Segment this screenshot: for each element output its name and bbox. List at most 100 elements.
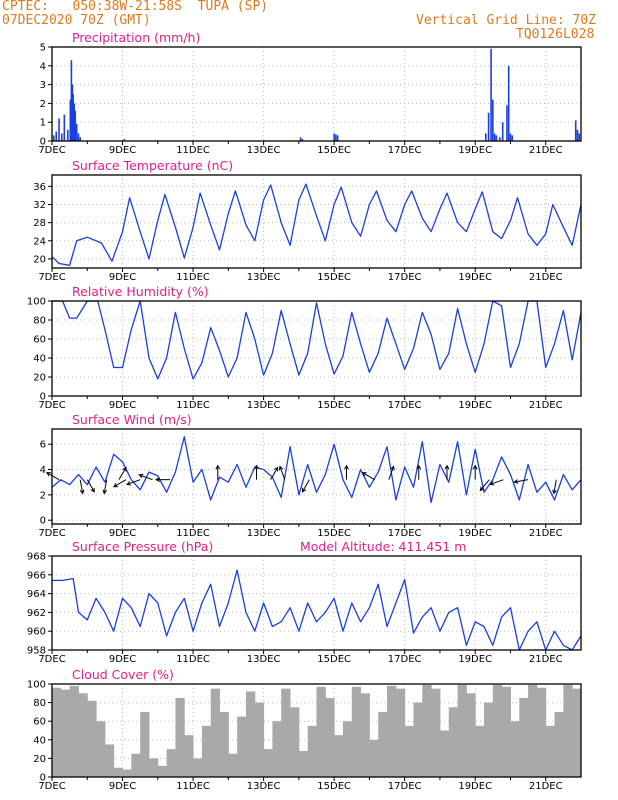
cloud-xtick-label: 13DEC xyxy=(247,781,281,792)
pressure-xtick-label: 17DEC xyxy=(388,654,422,665)
precip-bar xyxy=(67,129,69,141)
wind-frame xyxy=(51,428,582,525)
wind-arrow xyxy=(553,479,557,494)
wind-arrow xyxy=(479,479,490,491)
cloud-bar xyxy=(201,725,212,777)
humidity-ytick-label: 100 xyxy=(27,297,46,308)
cloud-bar xyxy=(448,707,459,777)
cloud-bar xyxy=(510,721,520,777)
wind-arrowhead xyxy=(138,473,144,479)
precip-bar xyxy=(301,139,304,141)
cloud-bar xyxy=(501,686,511,777)
temp-frame xyxy=(51,174,582,269)
precip-bar xyxy=(574,120,577,141)
pressure-ytick-label: 962 xyxy=(27,608,46,619)
pressure-ytick-label: 968 xyxy=(27,552,46,563)
cloud-title: Cloud Cover (%) xyxy=(72,667,174,682)
precip-bar xyxy=(484,133,487,141)
precip-xtick-label: 13DEC xyxy=(247,145,281,156)
cloud-bar xyxy=(131,753,141,777)
wind-arrowhead xyxy=(46,472,51,477)
pressure-xtick-label: 19DEC xyxy=(458,654,492,665)
humidity-frame xyxy=(51,300,582,397)
wind-arrowhead xyxy=(344,464,349,470)
precip-bar xyxy=(335,134,337,141)
precip-frame xyxy=(51,46,582,142)
model-code: TQ0126L028 xyxy=(516,27,595,42)
wind-arrow xyxy=(362,472,375,481)
precip-ytick-label: 3 xyxy=(40,80,46,91)
temp-ytick-label: 24 xyxy=(33,236,46,247)
pressure-xtick-label: 9DEC xyxy=(109,654,136,665)
cloud-bar xyxy=(545,725,556,777)
temp-ytick-label: 28 xyxy=(33,218,46,229)
humidity-xtick-label: 15DEC xyxy=(317,400,351,411)
precip-ytick-label: 4 xyxy=(40,61,46,72)
pressure-ytick-label: 958 xyxy=(27,646,46,657)
cloud-bar xyxy=(307,725,317,777)
temp-xtick-label: 21DEC xyxy=(529,272,563,283)
wind-arrowhead xyxy=(416,464,422,470)
wind-ytick-label: 6 xyxy=(40,440,46,451)
wind-arrow xyxy=(126,479,141,485)
cloud-bar xyxy=(351,686,362,777)
cloud-bar xyxy=(166,749,176,777)
temp-xtick-label: 11DEC xyxy=(176,272,210,283)
wind-arrowhead xyxy=(444,464,450,470)
cloud-bar xyxy=(492,684,503,777)
wind-arrowhead xyxy=(361,472,367,477)
wind-arrow xyxy=(490,479,504,485)
wind-arrowhead xyxy=(552,489,557,495)
station-header: CPTEC: 050:38W-21:58S TUPA (SP) xyxy=(2,0,269,14)
cloud-bar xyxy=(87,700,97,777)
humidity-ytick-label: 40 xyxy=(33,354,46,365)
cloud-bar xyxy=(554,711,564,777)
wind-arrowhead xyxy=(126,481,132,486)
cloud-bar xyxy=(60,689,71,777)
wind-arrow xyxy=(514,479,529,483)
wind-arrow xyxy=(79,479,84,494)
precip-bar xyxy=(493,133,496,141)
cloud-bar xyxy=(140,711,150,777)
cloud-bar xyxy=(272,721,282,777)
precip-bar xyxy=(74,110,77,141)
wind-arrowhead xyxy=(254,464,259,470)
wind-arrowhead xyxy=(489,481,495,486)
wind-xtick-label: 13DEC xyxy=(247,528,281,539)
cloud-bar xyxy=(104,744,115,777)
humidity-xtick-label: 17DEC xyxy=(388,400,422,411)
pressure-ytick-label: 964 xyxy=(27,589,46,600)
precip-title: Precipitation (mm/h) xyxy=(72,30,200,45)
precip-bar xyxy=(495,135,498,141)
cloud-bar xyxy=(360,693,370,777)
wind-arrowhead xyxy=(479,486,485,492)
model-altitude-label: Model Altitude: 411.451 m xyxy=(300,539,466,554)
humidity-xtick-label: 13DEC xyxy=(247,400,281,411)
precip-bar xyxy=(55,131,58,141)
temp-ytick-label: 20 xyxy=(33,254,46,265)
wind-arrowhead xyxy=(390,465,395,471)
humidity-xtick-label: 19DEC xyxy=(458,400,492,411)
wind-arrowhead xyxy=(155,477,160,483)
wind-arrow xyxy=(118,467,127,480)
precip-bar xyxy=(507,65,510,141)
cloud-bar xyxy=(378,711,388,777)
temp-xtick-label: 7DEC xyxy=(38,272,65,283)
precip-bar xyxy=(333,133,335,141)
wind-title: Surface Wind (m/s) xyxy=(72,412,192,427)
cloud-xtick-label: 7DEC xyxy=(38,781,65,792)
run-time-label: 07DEC2020 70Z (GMT) xyxy=(2,13,151,28)
cloud-xtick-label: 11DEC xyxy=(176,781,210,792)
precip-ytick-label: 5 xyxy=(40,43,46,54)
precip-bar xyxy=(490,48,492,141)
cloud-xtick-label: 15DEC xyxy=(317,781,351,792)
temp-ytick-label: 36 xyxy=(33,182,46,193)
cloud-bar xyxy=(369,739,379,777)
temp-xtick-label: 15DEC xyxy=(317,272,351,283)
cloud-bar xyxy=(157,765,168,777)
wind-arrow xyxy=(279,466,286,480)
wind-arrowhead xyxy=(215,464,221,470)
cloud-bar xyxy=(431,688,441,777)
cloud-bar xyxy=(228,753,238,777)
cloud-bar xyxy=(69,685,79,777)
